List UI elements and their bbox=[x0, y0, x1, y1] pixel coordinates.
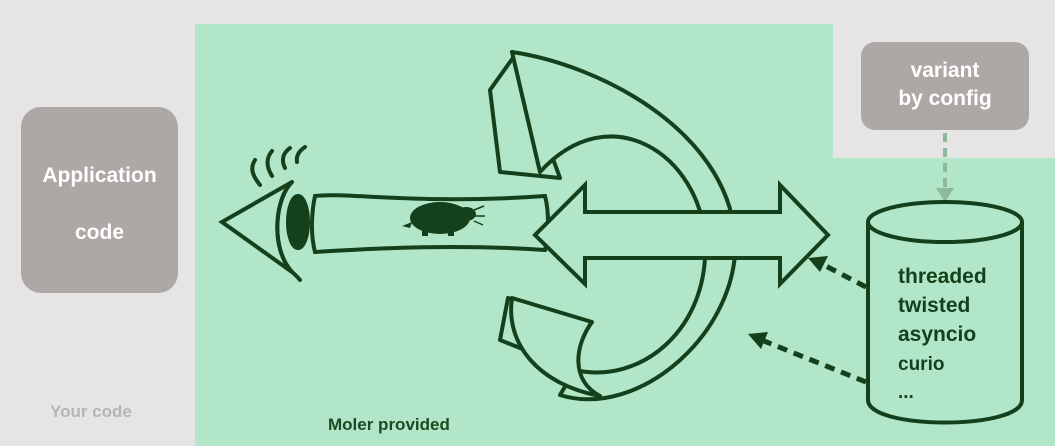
runner-more: ... bbox=[898, 382, 914, 403]
dashed-connector-arrows bbox=[748, 256, 868, 385]
mole-icon bbox=[402, 202, 485, 236]
application-code-box: Application code bbox=[21, 107, 178, 293]
runner-threaded: threaded bbox=[898, 265, 987, 288]
your-code-caption: Your code bbox=[50, 402, 132, 421]
runner-curio: curio bbox=[898, 354, 945, 375]
application-code-label-line1: Application bbox=[42, 164, 157, 187]
loop-arrow-icon bbox=[488, 50, 738, 402]
double-arrow-icon bbox=[532, 180, 831, 289]
variant-label-line2: by config bbox=[898, 87, 992, 110]
variant-connector bbox=[936, 133, 954, 202]
database-cylinder-icon bbox=[866, 200, 1024, 425]
runner-asyncio: asyncio bbox=[898, 323, 977, 346]
variant-label-line1: variant bbox=[910, 59, 980, 82]
moler-provided-caption: Moler provided bbox=[328, 415, 450, 434]
runner-twisted: twisted bbox=[898, 294, 971, 317]
variant-by-config-box: variant by config bbox=[861, 42, 1029, 130]
eye-icon bbox=[218, 145, 310, 282]
application-code-label-line2: code bbox=[74, 221, 124, 244]
